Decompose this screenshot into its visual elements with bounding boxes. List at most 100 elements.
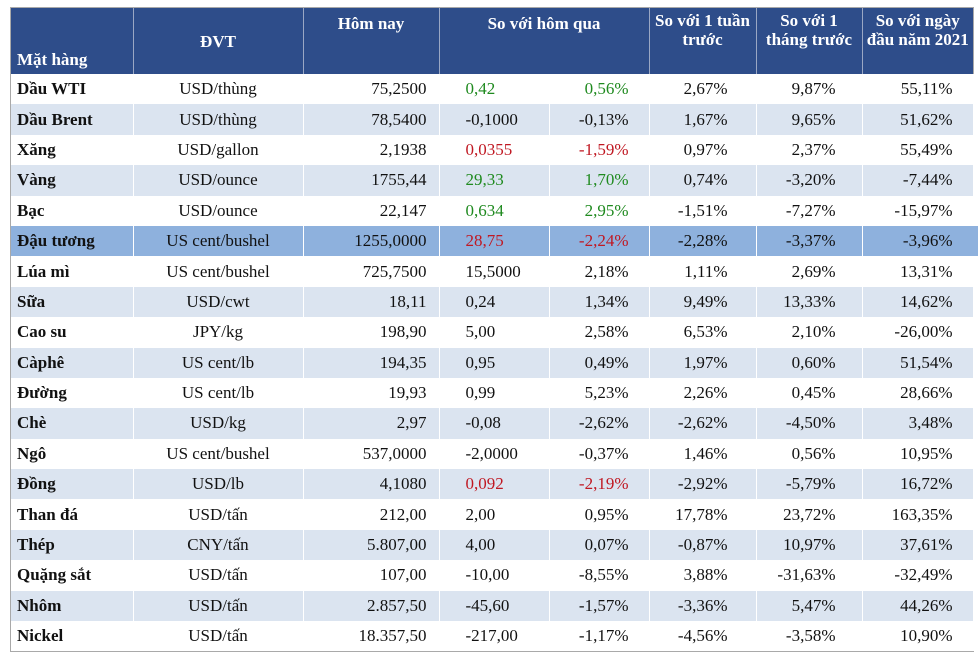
cell-monthly-change-pct: 9,87%	[756, 74, 863, 105]
cell-monthly-change-pct: 0,45%	[756, 377, 863, 409]
cell-daily-change-pct: 2,95%	[549, 195, 650, 226]
cell-daily-change: -45,60	[439, 590, 550, 622]
row-highlight-band	[972, 225, 978, 257]
cell-ytd-change-pct: 28,66%	[862, 377, 974, 409]
cell-item-name: Bạc	[11, 195, 134, 226]
cell-daily-change: 0,24	[439, 286, 550, 318]
cell-item-name: Sữa	[11, 286, 134, 318]
table-row: Đường US cent/lb 19,93 0,99 5,23% 2,26% 0,45% 2…	[11, 377, 974, 409]
cell-ytd-change-pct: 51,54%	[862, 347, 974, 378]
table-row: Bạc USD/ounce 22,147 0,634 2,95% -1,51% -7,27%…	[11, 195, 974, 226]
cell-unit: US cent/bushel	[133, 438, 304, 470]
cell-ytd-change-pct: 37,61%	[862, 529, 974, 561]
cell-ytd-change-pct: 14,62%	[862, 286, 974, 318]
cell-daily-change: 15,5000	[439, 256, 550, 287]
cell-daily-change-pct: -1,59%	[549, 134, 650, 166]
cell-daily-change: -0,1000	[439, 104, 550, 135]
cell-item-name: Dầu Brent	[11, 104, 134, 135]
cell-ytd-change-pct: -7,44%	[862, 165, 974, 196]
cell-monthly-change-pct: 13,33%	[756, 286, 863, 318]
cell-today-price: 22,147	[303, 195, 440, 226]
cell-today-price: 1255,0000	[303, 225, 440, 257]
cell-monthly-change-pct: -3,20%	[756, 165, 863, 196]
table-row: Lúa mì US cent/bushel 725,7500 15,5000 2,18%…	[11, 256, 974, 287]
header-today: Hôm nay	[303, 8, 440, 74]
table-row: Dầu WTI USD/thùng 75,2500 0,42 0,56% 2,67% 9,8…	[11, 74, 974, 105]
cell-monthly-change-pct: -7,27%	[756, 195, 863, 226]
cell-ytd-change-pct: 163,35%	[862, 499, 974, 530]
cell-daily-change: 2,00	[439, 499, 550, 530]
table-row: Sữa USD/cwt 18,11 0,24 1,34% 9,49% 13,33% 14,62…	[11, 286, 974, 318]
cell-unit: USD/tấn	[133, 499, 304, 530]
cell-ytd-change-pct: 3,48%	[862, 408, 974, 439]
table-row: Ngô US cent/bushel 537,0000 -2,0000 -0,37% 1,…	[11, 438, 974, 470]
cell-unit: USD/ounce	[133, 165, 304, 196]
cell-unit: USD/gallon	[133, 134, 304, 166]
cell-daily-change-pct: 2,18%	[549, 256, 650, 287]
cell-today-price: 2.857,50	[303, 590, 440, 622]
cell-daily-change: -10,00	[439, 560, 550, 591]
cell-item-name: Đậu tương	[11, 225, 134, 257]
cell-weekly-change-pct: 2,67%	[649, 74, 757, 105]
cell-daily-change: -2,0000	[439, 438, 550, 470]
cell-unit: US cent/bushel	[133, 256, 304, 287]
table-row: Đồng USD/lb 4,1080 0,092 -2,19% -2,92% -5,79% 1…	[11, 469, 974, 500]
cell-today-price: 78,5400	[303, 104, 440, 135]
header-vs-yesterday: So với hôm qua	[439, 8, 650, 74]
cell-ytd-change-pct: 16,72%	[862, 469, 974, 500]
cell-item-name: Càphê	[11, 347, 134, 378]
cell-item-name: Vàng	[11, 165, 134, 196]
table-row: Vàng USD/ounce 1755,44 29,33 1,70% 0,74% -3,20…	[11, 165, 974, 196]
cell-daily-change: 0,634	[439, 195, 550, 226]
cell-daily-change: -217,00	[439, 621, 550, 652]
cell-daily-change-pct: -1,17%	[549, 621, 650, 652]
cell-ytd-change-pct: 44,26%	[862, 590, 974, 622]
table-body: Dầu WTI USD/thùng 75,2500 0,42 0,56% 2,67% 9,8…	[11, 74, 974, 652]
cell-item-name: Ngô	[11, 438, 134, 470]
header-vs-week: So với 1 tuần trước	[649, 8, 757, 74]
table-row: Thép CNY/tấn 5.807,00 4,00 0,07% -0,87% 10,97%…	[11, 529, 974, 561]
cell-item-name: Nhôm	[11, 590, 134, 622]
cell-monthly-change-pct: 10,97%	[756, 529, 863, 561]
cell-monthly-change-pct: 0,56%	[756, 438, 863, 470]
cell-monthly-change-pct: 23,72%	[756, 499, 863, 530]
cell-daily-change: 5,00	[439, 317, 550, 348]
cell-monthly-change-pct: 9,65%	[756, 104, 863, 135]
cell-unit: US cent/bushel	[133, 225, 304, 257]
cell-daily-change-pct: 0,07%	[549, 529, 650, 561]
cell-daily-change: 29,33	[439, 165, 550, 196]
cell-weekly-change-pct: 3,88%	[649, 560, 757, 591]
cell-daily-change-pct: 5,23%	[549, 377, 650, 409]
cell-monthly-change-pct: 0,60%	[756, 347, 863, 378]
cell-daily-change-pct: 2,58%	[549, 317, 650, 348]
cell-monthly-change-pct: 2,37%	[756, 134, 863, 166]
cell-daily-change: 4,00	[439, 529, 550, 561]
cell-weekly-change-pct: 2,26%	[649, 377, 757, 409]
cell-weekly-change-pct: -0,87%	[649, 529, 757, 561]
cell-today-price: 194,35	[303, 347, 440, 378]
cell-item-name: Chè	[11, 408, 134, 439]
table-row: Xăng USD/gallon 2,1938 0,0355 -1,59% 0,97% 2,3…	[11, 134, 974, 166]
cell-today-price: 18,11	[303, 286, 440, 318]
header-unit: ĐVT	[133, 8, 304, 74]
cell-ytd-change-pct: 55,49%	[862, 134, 974, 166]
header-vs-month: So với 1 tháng trước	[756, 8, 863, 74]
cell-daily-change-pct: -2,24%	[549, 225, 650, 257]
table-row: Than đá USD/tấn 212,00 2,00 0,95% 17,78% 23,72…	[11, 499, 974, 530]
cell-monthly-change-pct: -4,50%	[756, 408, 863, 439]
cell-today-price: 212,00	[303, 499, 440, 530]
cell-monthly-change-pct: 2,10%	[756, 317, 863, 348]
cell-daily-change: 28,75	[439, 225, 550, 257]
cell-monthly-change-pct: 5,47%	[756, 590, 863, 622]
cell-today-price: 18.357,50	[303, 621, 440, 652]
cell-monthly-change-pct: -31,63%	[756, 560, 863, 591]
table-row: Quặng sắt USD/tấn 107,00 -10,00 -8,55% 3,88% -…	[11, 560, 974, 591]
cell-ytd-change-pct: -26,00%	[862, 317, 974, 348]
cell-item-name: Nickel	[11, 621, 134, 652]
cell-item-name: Xăng	[11, 134, 134, 166]
cell-weekly-change-pct: 0,97%	[649, 134, 757, 166]
cell-unit: CNY/tấn	[133, 529, 304, 561]
cell-today-price: 5.807,00	[303, 529, 440, 561]
table-row: Càphê US cent/lb 194,35 0,95 0,49% 1,97% 0,60%…	[11, 347, 974, 378]
cell-ytd-change-pct: 13,31%	[862, 256, 974, 287]
